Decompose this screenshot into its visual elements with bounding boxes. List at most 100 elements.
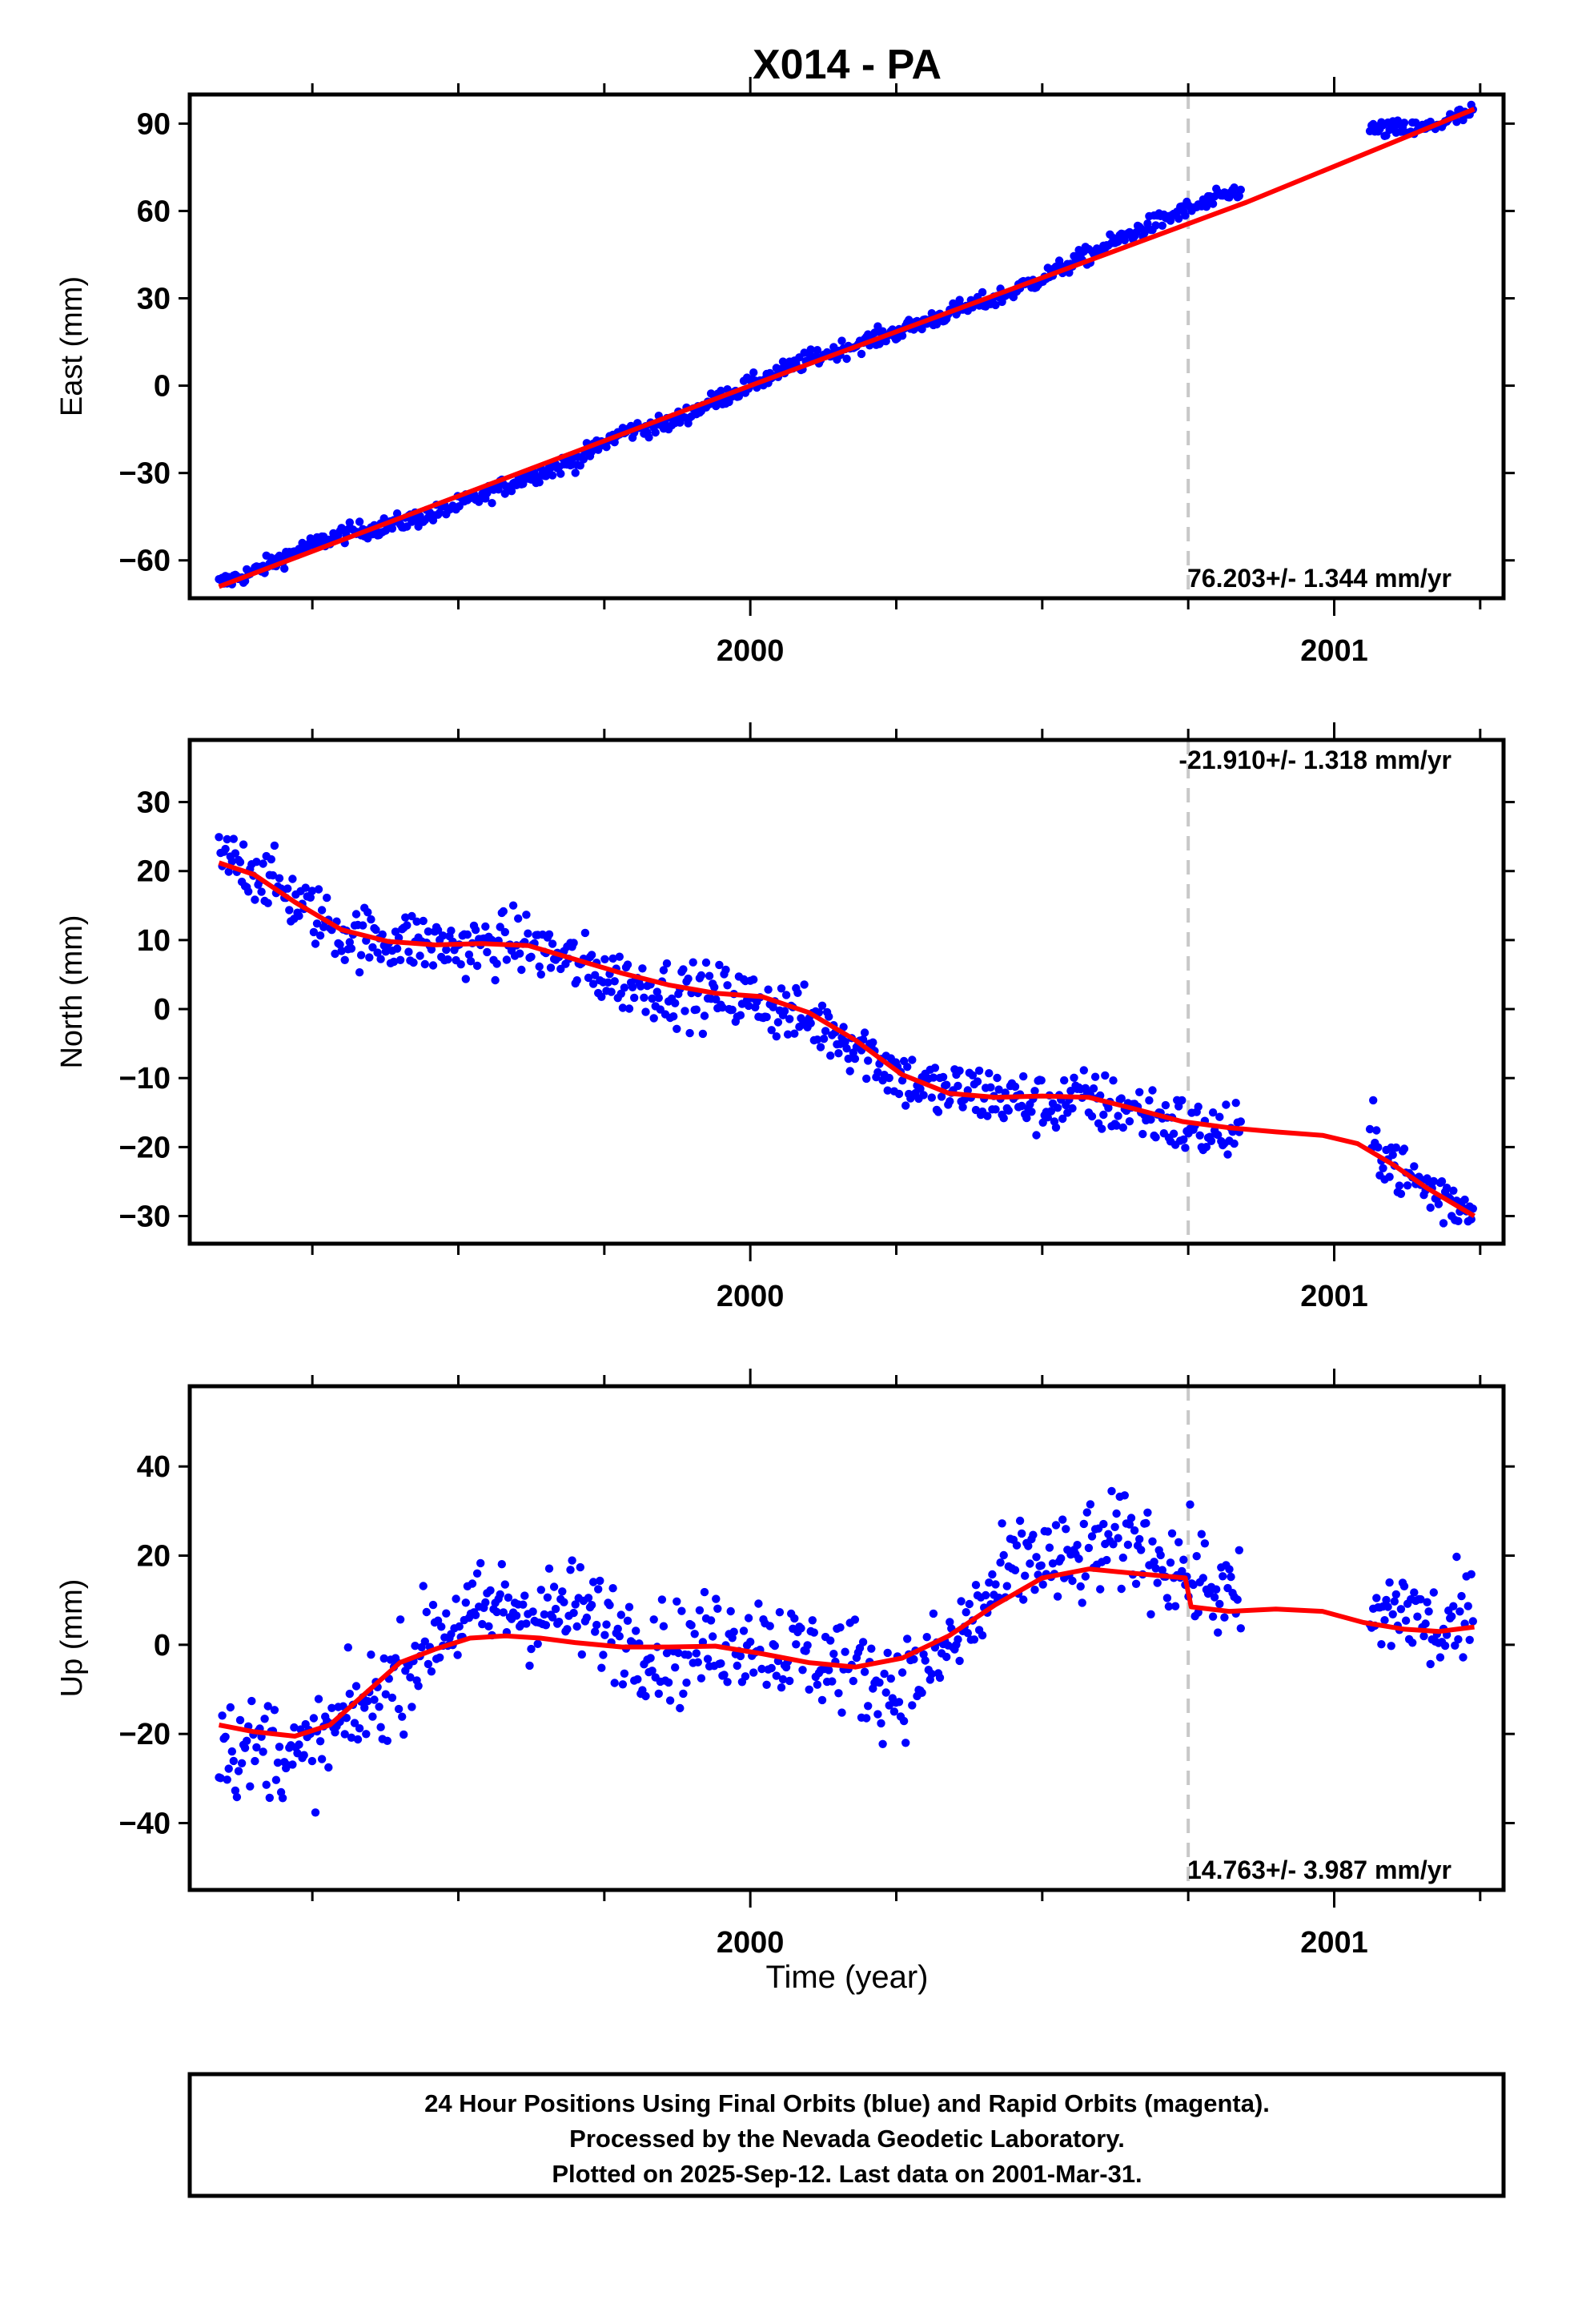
- north-data-point: [1070, 1073, 1078, 1083]
- north-data-point: [817, 1001, 827, 1011]
- north-data-point: [367, 915, 375, 924]
- east-data-point: [1181, 211, 1190, 220]
- north-data-point: [618, 1003, 628, 1012]
- north-data-point: [1151, 1133, 1160, 1142]
- up-data-point: [706, 1616, 716, 1625]
- north-data-point: [983, 1112, 992, 1120]
- up-data-point: [582, 1613, 592, 1622]
- up-data-point: [1026, 1559, 1034, 1568]
- north-data-point: [869, 1038, 877, 1047]
- north-data-point: [816, 1043, 825, 1051]
- up-data-point: [396, 1615, 405, 1624]
- north-data-point: [813, 1035, 822, 1044]
- north-data-point: [221, 844, 230, 854]
- up-data-point: [461, 1598, 470, 1607]
- up-data-point: [676, 1703, 685, 1713]
- north-data-point: [864, 1056, 873, 1065]
- up-data-point: [1137, 1546, 1146, 1554]
- north-data-point: [345, 938, 354, 947]
- up-data-point: [867, 1644, 876, 1653]
- up-data-point: [624, 1602, 634, 1611]
- up-data-point: [223, 1775, 231, 1784]
- up-data-point: [1120, 1491, 1130, 1500]
- up-data-point: [1167, 1529, 1177, 1538]
- north-data-point: [1460, 1195, 1469, 1204]
- east-plot-frame: [187, 92, 1506, 601]
- up-data-point: [1225, 1565, 1234, 1574]
- north-data-point: [231, 849, 240, 858]
- north-data-point: [669, 1012, 678, 1021]
- up-data-point: [690, 1630, 699, 1638]
- up-data-point: [729, 1627, 738, 1636]
- up-data-point: [1416, 1594, 1425, 1604]
- north-data-point: [424, 927, 433, 936]
- up-data-point: [1401, 1616, 1411, 1625]
- north-data-point: [301, 883, 310, 892]
- north-data-point: [908, 1055, 917, 1064]
- north-data-point: [974, 1066, 984, 1076]
- north-data-point: [844, 1054, 853, 1063]
- up-data-point: [1382, 1595, 1391, 1605]
- north-data-point: [524, 929, 532, 938]
- up-data-point: [1429, 1588, 1439, 1597]
- north-data-point: [483, 947, 492, 957]
- up-data-point: [772, 1671, 781, 1680]
- north-data-point: [1222, 1100, 1231, 1109]
- up-data-point: [362, 1730, 371, 1739]
- up-data-point: [692, 1649, 701, 1658]
- east-data-point: [1114, 237, 1122, 246]
- up-data-point: [703, 1655, 713, 1663]
- north-data-point: [1038, 1118, 1047, 1128]
- north-data-point: [317, 906, 327, 915]
- up-data-point: [1377, 1640, 1386, 1649]
- north-y-axis-label: North (mm): [55, 915, 89, 1068]
- east-y-tick-label: 0: [154, 370, 171, 404]
- up-data-point: [235, 1715, 245, 1725]
- east-data-point: [379, 514, 388, 523]
- north-data-point: [692, 1005, 701, 1014]
- east-data-point: [991, 300, 1000, 310]
- up-data-point: [1057, 1554, 1066, 1563]
- up-data-point: [522, 1619, 531, 1628]
- north-y-tick-label: 0: [154, 993, 171, 1027]
- north-data-point: [252, 858, 261, 866]
- north-data-point: [636, 982, 645, 991]
- up-data-point: [837, 1708, 846, 1717]
- north-data-point: [1068, 1104, 1077, 1113]
- east-model-line: [218, 107, 1476, 589]
- up-data-point: [1467, 1570, 1476, 1579]
- up-data-point: [1112, 1509, 1121, 1518]
- north-data-point: [433, 926, 443, 935]
- up-data-point: [790, 1614, 799, 1623]
- north-data-point: [954, 1081, 962, 1091]
- north-data-point: [544, 930, 554, 939]
- x-axis-label: Time (year): [766, 1960, 929, 1995]
- east-data-point: [1151, 221, 1160, 230]
- north-data-point: [1101, 1071, 1110, 1080]
- up-data-point: [591, 1627, 600, 1636]
- up-data-point: [549, 1582, 559, 1591]
- north-data-point: [508, 901, 518, 910]
- north-data-point: [371, 925, 380, 935]
- up-data-point: [265, 1793, 274, 1803]
- north-data-point: [659, 966, 669, 975]
- up-data-point: [1073, 1541, 1082, 1550]
- up-data-point: [1002, 1582, 1012, 1590]
- north-data-point: [492, 959, 501, 968]
- north-data-point: [604, 978, 612, 987]
- up-data-point: [496, 1590, 504, 1599]
- up-data-point: [311, 1808, 320, 1817]
- up-data-point: [1024, 1542, 1033, 1550]
- up-data-point: [687, 1621, 696, 1630]
- north-data-point: [1385, 1172, 1394, 1181]
- up-data-point: [1174, 1538, 1183, 1547]
- east-data-point: [1452, 118, 1461, 127]
- up-data-point: [340, 1730, 349, 1739]
- up-data-point: [411, 1642, 420, 1651]
- up-data-point: [398, 1712, 407, 1721]
- north-data-point: [1178, 1096, 1186, 1105]
- up-data-point: [437, 1622, 446, 1631]
- north-data-point: [355, 968, 364, 977]
- north-data-point: [991, 1105, 1000, 1114]
- up-data-point: [746, 1638, 755, 1647]
